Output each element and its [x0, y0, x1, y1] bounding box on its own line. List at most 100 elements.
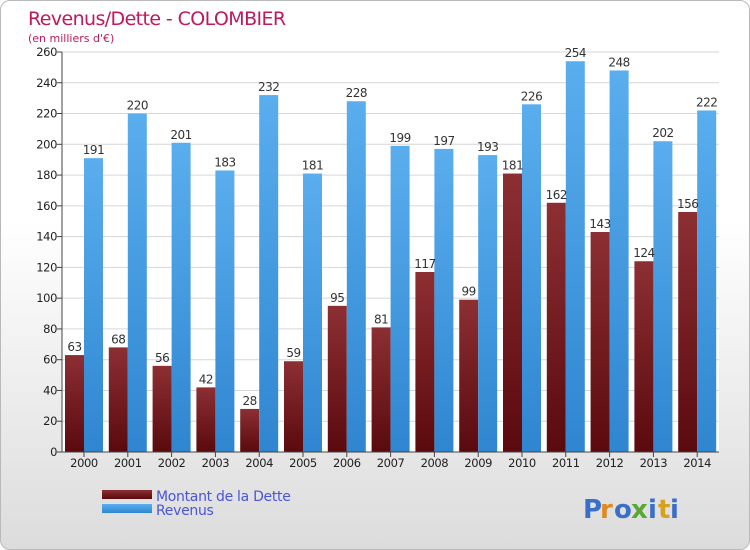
- label-dette: 56: [155, 351, 169, 365]
- bar-revenus: [84, 158, 103, 452]
- bar-revenus: [303, 173, 322, 453]
- bar-dette: [459, 299, 479, 452]
- chart-title: Revenus/Dette - COLOMBIER: [28, 8, 286, 30]
- legend-label-dette: Montant de la Dette: [156, 489, 291, 505]
- bar-dette: [108, 347, 128, 452]
- bar-dette: [503, 173, 522, 453]
- bar-revenus: [127, 113, 147, 453]
- label-revenus: 183: [214, 155, 235, 169]
- y-tick-label: 180: [36, 168, 57, 182]
- logo-letter: o: [614, 495, 632, 525]
- legend-swatch-dette: [102, 490, 152, 499]
- bar-revenus: [434, 148, 454, 452]
- legend-label-revenus: Revenus: [156, 503, 214, 519]
- bar-revenus: [697, 110, 717, 452]
- chart-subtitle: (en milliers d'€): [28, 32, 114, 45]
- x-tick-label: 2000: [70, 456, 98, 470]
- logo-letter: t: [658, 495, 670, 525]
- x-tick-label: 2009: [464, 456, 492, 470]
- label-revenus: 232: [258, 80, 279, 94]
- y-tick-label: 200: [36, 137, 57, 151]
- label-revenus: 197: [433, 134, 454, 148]
- y-tick-label: 140: [36, 230, 57, 244]
- x-tick-label: 2002: [158, 456, 186, 470]
- legend-swatch-revenus: [102, 504, 152, 513]
- logo-letter: P: [583, 495, 602, 525]
- bar-revenus: [171, 142, 191, 452]
- y-tick-label: 220: [36, 107, 57, 121]
- logo-letter: x: [631, 495, 648, 525]
- x-tick-label: 2011: [552, 456, 580, 470]
- bar-dette: [546, 202, 566, 452]
- data-labels: 63 191 68 220 56 201 42 183 28 232 59 181 95 228 81 199…: [67, 46, 718, 408]
- label-dette: 81: [374, 312, 388, 326]
- label-dette: 68: [111, 332, 125, 346]
- label-dette: 42: [199, 372, 213, 386]
- bar-revenus: [478, 155, 498, 453]
- label-dette: 117: [414, 257, 435, 271]
- bar-dette: [152, 365, 172, 452]
- label-revenus: 202: [652, 126, 673, 140]
- x-axis: 2000 2001 2002 2003 2004 2005 2006 2007 2008 2009…: [62, 451, 719, 470]
- label-dette: 63: [67, 340, 81, 354]
- bar-revenus: [653, 141, 673, 452]
- bar-revenus: [609, 70, 629, 452]
- y-tick-label: 120: [36, 260, 57, 274]
- label-dette: 95: [330, 291, 344, 305]
- label-dette: 162: [546, 188, 567, 202]
- bar-dette: [240, 408, 260, 452]
- bar-dette: [327, 305, 347, 452]
- x-tick-label: 2008: [421, 456, 449, 470]
- label-revenus: 248: [608, 55, 629, 69]
- y-tick-label: 80: [43, 322, 57, 336]
- label-revenus: 254: [565, 46, 586, 60]
- bar-revenus: [565, 61, 585, 452]
- bar-dette: [65, 355, 84, 452]
- bar-dette: [196, 387, 216, 452]
- label-dette: 28: [243, 394, 257, 408]
- label-dette: 99: [462, 285, 476, 299]
- bar-dette: [371, 327, 391, 452]
- x-tick-label: 2001: [114, 456, 142, 470]
- bar-revenus: [259, 95, 279, 453]
- label-dette: 156: [677, 197, 698, 211]
- x-tick-label: 2012: [596, 456, 624, 470]
- bars: [65, 61, 717, 453]
- bar-dette: [415, 272, 435, 452]
- y-tick-label: 40: [43, 383, 57, 397]
- label-revenus: 181: [302, 159, 323, 173]
- x-tick-label: 2006: [333, 456, 361, 470]
- label-revenus: 199: [389, 131, 410, 145]
- bar-dette: [590, 232, 610, 452]
- x-tick-label: 2014: [683, 456, 711, 470]
- y-axis: 0 20 40 60 80 100 120 140 160 180 200 220 240 260: [36, 45, 63, 459]
- y-tick-label: 260: [36, 45, 57, 59]
- proxiti-logo: Pr o x i t i: [583, 495, 679, 525]
- label-dette: 124: [633, 246, 654, 260]
- x-tick-label: 2010: [508, 456, 536, 470]
- x-tick-label: 2003: [202, 456, 230, 470]
- label-revenus: 220: [127, 99, 148, 113]
- bar-dette: [284, 361, 303, 452]
- y-tick-label: 60: [43, 353, 57, 367]
- y-tick-label: 20: [43, 414, 57, 428]
- label-dette: 181: [502, 159, 523, 173]
- x-tick-label: 2007: [377, 456, 405, 470]
- bar-revenus: [215, 170, 235, 452]
- y-tick-label: 240: [36, 76, 57, 90]
- label-revenus: 193: [477, 140, 498, 154]
- label-revenus: 191: [83, 143, 104, 157]
- y-tick-label: 160: [36, 199, 57, 213]
- label-dette: 143: [589, 217, 610, 231]
- x-tick-label: 2013: [640, 456, 668, 470]
- label-revenus: 226: [521, 89, 542, 103]
- bar-revenus: [390, 145, 410, 452]
- label-revenus: 228: [346, 86, 367, 100]
- y-tick-label: 100: [36, 291, 57, 305]
- y-tick-label: 0: [50, 445, 57, 459]
- x-tick-label: 2005: [289, 456, 317, 470]
- bar-revenus: [522, 104, 541, 453]
